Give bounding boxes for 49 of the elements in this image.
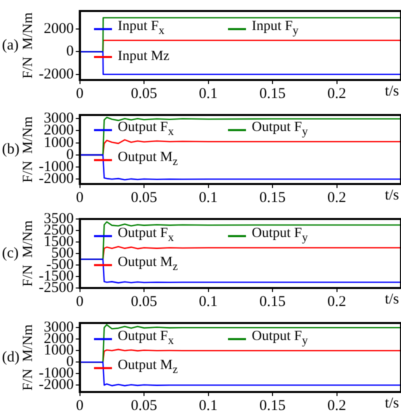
legend-label: Output F$_{x}$ — [118, 329, 174, 348]
x-tick-label: 0 — [76, 86, 84, 102]
legend-label: Output M$_{z}$ — [118, 358, 178, 377]
x-tick-label: 0.2 — [327, 86, 346, 102]
x-tick-label: 0 — [76, 190, 84, 206]
legend-label: Input F$_{x}$ — [118, 19, 164, 38]
x-tick-label: 0 — [76, 398, 84, 414]
legend-label: Output M$_{z}$ — [118, 150, 178, 170]
x-tick-label: 0.05 — [130, 398, 158, 414]
text: (c) — [2, 245, 19, 262]
y-tick-label: -2000 — [38, 66, 74, 82]
x-axis-title: t/s — [384, 187, 400, 204]
legend-label: Output F$_{x}$ — [118, 226, 174, 246]
x-axis-title: t/s — [384, 83, 400, 100]
x-tick-label: 0.2 — [327, 190, 346, 206]
x-tick-label: 0.1 — [198, 398, 218, 414]
x-tick-label: 0.2 — [327, 294, 346, 310]
legend-label: Output F$_{y}$ — [252, 329, 308, 348]
legend-label: Input Mz — [118, 49, 170, 64]
legend-label: Output F$_{y}$ — [252, 226, 308, 246]
x-tick-label: 0.15 — [259, 86, 286, 102]
x-tick-label: 0.15 — [259, 294, 286, 310]
x-tick-label: 0.2 — [327, 398, 346, 414]
legend-label: Input F$_{y}$ — [252, 19, 298, 38]
text: (a) — [2, 37, 19, 54]
y-axis-title: F/N M/Nm — [21, 12, 36, 79]
x-tick-label: 0.15 — [259, 398, 286, 414]
y-tick-label: -2000 — [38, 171, 74, 188]
text: (b) — [2, 141, 20, 158]
y-tick-label: 2000 — [44, 21, 74, 38]
x-tick-label: 0.1 — [198, 190, 218, 206]
text: (d) — [2, 349, 20, 366]
x-axis-title: t/s — [384, 395, 400, 412]
y-axis-title: F/N M/Nm — [21, 220, 36, 287]
x-tick-label: 0.05 — [130, 294, 158, 310]
x-tick-label: 0 — [76, 294, 84, 310]
x-tick-label: 0.1 — [198, 294, 218, 310]
y-axis-title: F/N M/Nm — [21, 324, 36, 391]
legend-label: Output F$_{y}$ — [252, 120, 308, 140]
x-tick-label: 0.1 — [198, 86, 218, 102]
y-tick-label: 0 — [66, 44, 74, 60]
y-axis-title: F/N M/Nm — [21, 116, 36, 183]
x-axis-title: t/s — [384, 291, 400, 308]
x-tick-label: 0.05 — [130, 190, 158, 206]
y-tick-label: -2500 — [38, 280, 74, 296]
x-tick-label: 0.05 — [130, 86, 158, 102]
legend-label: Output F$_{x}$ — [118, 120, 174, 140]
x-tick-label: 0.15 — [259, 190, 286, 206]
legend-label: Output M$_{z}$ — [118, 255, 178, 274]
